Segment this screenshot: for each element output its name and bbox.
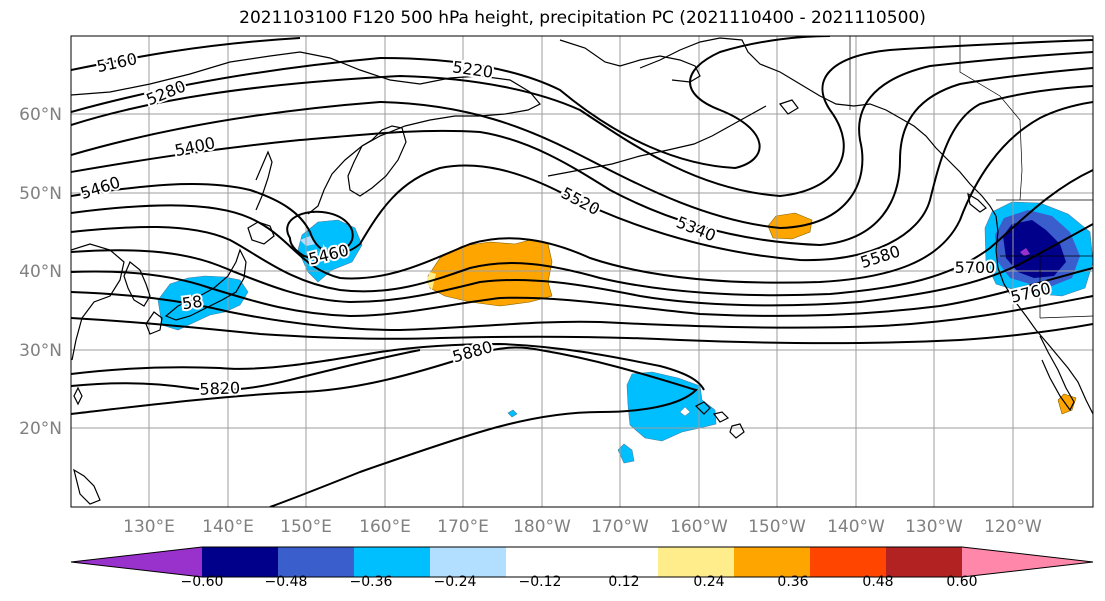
colorbar-tick-label: −0.24 [434,574,477,590]
precip-shading [157,201,1093,464]
lon-label: 150°W [748,517,806,537]
coast-chukotka [559,39,701,83]
colorbar-outline [70,546,1094,578]
contour-5220 [71,36,831,170]
contour-label: 5820 [199,378,240,398]
colorbar [70,546,1094,578]
colorbar-segment [734,547,811,577]
colorbar-ticks: −0.60 −0.48 −0.36 −0.24 −0.12 0.12 0.24 … [181,574,978,590]
precip-light-hawaii-spot [679,406,691,417]
coast-china [71,243,125,361]
lat-axis: 60°N 50°N 40°N 30°N 20°N [19,105,62,439]
contour-5820-south [71,342,705,391]
contour-5280 [71,39,1093,198]
lon-label: 140°E [202,517,254,537]
lon-label: 120°W [984,517,1042,537]
coast-alaska [639,37,937,149]
coast-sakhalin [255,150,273,211]
coast-hawaii [694,401,745,439]
lon-label: 160°W [670,517,728,537]
contour-5460 [71,85,1093,262]
lon-label: 130°E [123,517,175,537]
height-contours [71,36,1093,507]
lon-label: 170°W [591,517,649,537]
coast-baja [1039,335,1075,412]
contour-5820 [71,317,1093,344]
lat-label: 30°N [19,341,62,361]
contour-5820-west [71,349,421,391]
colorbar-segment [430,547,507,577]
lon-label: 170°E [437,517,489,537]
colorbar-tick-label: −0.36 [350,574,393,590]
contour-5160 [71,37,301,71]
coast-kyushu [145,311,163,335]
contour-5580 [71,169,1093,297]
coast-aleutians [547,105,767,177]
map-frame [70,35,1094,508]
lat-label: 50°N [19,184,62,204]
lon-label: 130°W [905,517,963,537]
colorbar-extend-high [962,547,1093,577]
lat-label: 40°N [19,262,62,282]
coast-kamchatka [347,125,407,197]
lat-label: 60°N [19,105,62,125]
colorbar-segment [810,547,887,577]
lat-label: 20°N [19,419,62,439]
precip-negative-small [617,443,635,464]
lon-label: 180°W [513,517,571,537]
border-canada-provinces [959,36,1023,201]
coast-honshu [164,248,247,321]
colorbar-segment [202,547,279,577]
coast-taiwan [73,386,83,406]
coast-kodiak [778,99,799,115]
colorbar-tick-label: 0.12 [608,574,639,590]
contour-label: 58 [181,292,204,314]
contour-5880 [71,346,698,507]
contour-5760 [71,291,1093,332]
contour-5340 [71,51,1093,230]
precip-positive-central [427,239,553,307]
coast-mexico [1057,355,1093,415]
precip-light-kurils [300,236,316,246]
precip-positive-alaska [767,212,813,240]
contour-label: 5700 [955,258,996,277]
colorbar-tick-label: −0.48 [265,574,308,590]
colorbar-tick-label: −0.12 [519,574,562,590]
precip-purple-california [1020,248,1030,256]
coast-vancouver [967,192,987,213]
border-us-mexico [1039,315,1093,319]
precip-negative-dot [507,409,518,418]
colorbar-tick-label: −0.60 [181,574,224,590]
contour-5700 [71,267,1093,318]
colorbar-segment [658,547,735,577]
colorbar-tick-label: 0.24 [693,574,724,590]
graticule [71,36,1093,507]
contour-5640 [71,223,1093,307]
lon-label: 160°E [359,517,411,537]
lon-label: 140°W [827,517,885,537]
lon-label: 150°E [280,517,332,537]
colorbar-extend-low [71,547,202,577]
map-title: 2021103100 F120 500 hPa height, precipit… [239,8,926,28]
colorbar-tick-label: 0.48 [862,574,893,590]
coast-philippines [73,468,101,505]
contour-5520 [71,101,1093,284]
coast-bc [935,147,997,217]
colorbar-segment [278,547,355,577]
contour-5460-small [286,210,354,259]
lon-axis: 130°E 140°E 150°E 160°E 170°E 180°W 170°… [123,517,1042,537]
colorbar-tick-label: 0.36 [777,574,808,590]
contour-5400 [71,67,1093,247]
colorbar-segment [506,547,583,577]
precip-dark-california [1003,220,1066,278]
colorbar-segment [886,547,963,577]
colorbar-segment [354,547,431,577]
border-us-states [1000,255,1093,318]
colorbar-segment [582,547,659,577]
colorbar-tick-label: 0.60 [946,574,977,590]
